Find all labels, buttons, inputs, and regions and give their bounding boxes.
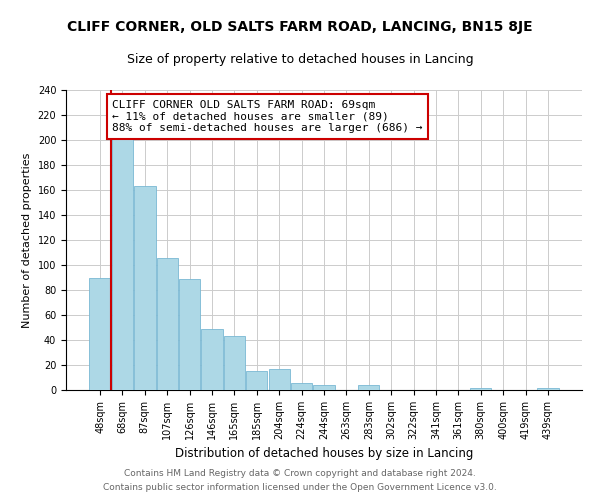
Bar xyxy=(112,138,133,390)
Bar xyxy=(470,388,491,390)
Bar xyxy=(537,388,559,390)
Bar xyxy=(358,385,379,390)
Text: CLIFF CORNER, OLD SALTS FARM ROAD, LANCING, BN15 8JE: CLIFF CORNER, OLD SALTS FARM ROAD, LANCI… xyxy=(67,20,533,34)
Bar xyxy=(224,336,245,390)
X-axis label: Distribution of detached houses by size in Lancing: Distribution of detached houses by size … xyxy=(175,448,473,460)
Bar xyxy=(89,278,111,390)
Bar xyxy=(157,258,178,390)
Bar xyxy=(246,371,268,390)
Text: Contains public sector information licensed under the Open Government Licence v3: Contains public sector information licen… xyxy=(103,484,497,492)
Text: Size of property relative to detached houses in Lancing: Size of property relative to detached ho… xyxy=(127,52,473,66)
Text: Contains HM Land Registry data © Crown copyright and database right 2024.: Contains HM Land Registry data © Crown c… xyxy=(124,468,476,477)
Bar xyxy=(202,329,223,390)
Bar xyxy=(134,186,155,390)
Y-axis label: Number of detached properties: Number of detached properties xyxy=(22,152,32,328)
Bar xyxy=(269,369,290,390)
Text: CLIFF CORNER OLD SALTS FARM ROAD: 69sqm
← 11% of detached houses are smaller (89: CLIFF CORNER OLD SALTS FARM ROAD: 69sqm … xyxy=(112,100,423,133)
Bar xyxy=(179,279,200,390)
Bar xyxy=(291,382,312,390)
Bar xyxy=(313,385,335,390)
